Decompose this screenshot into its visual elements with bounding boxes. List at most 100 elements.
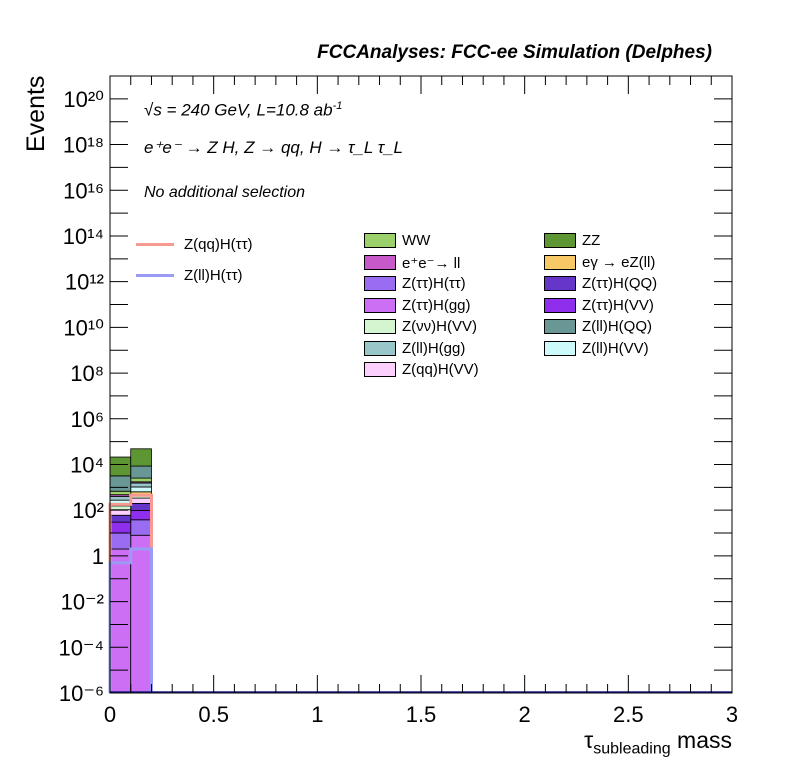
legend-label: Z(νν)H(VV) [402, 318, 477, 335]
y-tick-label: 10¹⁶ [63, 178, 104, 203]
y-tick-label: 10² [72, 498, 104, 523]
legend-background-entry: Z(ll)H(gg) [364, 340, 465, 357]
legend-label: Z(qq)H(VV) [402, 361, 479, 378]
signal-histograms [108, 493, 732, 693]
x-tick-label: 2 [519, 702, 531, 727]
legend-background-entry: Z(ττ)H(VV) [544, 297, 654, 314]
bar-10-1 [130, 477, 152, 483]
bar-7-1 [130, 486, 152, 493]
legend-label: eγ → eZ(ll) [582, 253, 656, 271]
x-axis-label-subscript: subleading [593, 740, 671, 758]
x-axis-label: τsubleading mass [584, 727, 732, 759]
bar-10-0 [109, 490, 132, 496]
legend-background-entry: Z(ττ)H(ττ) [364, 275, 466, 292]
x-axis-label-text: mass [670, 727, 732, 753]
energy-exponent: -1 [332, 100, 343, 112]
legend-background-entry: Z(ll)H(VV) [544, 340, 649, 357]
y-axis-label: Events [22, 75, 50, 152]
legend-swatch [364, 362, 396, 377]
x-tick-label: 1 [311, 702, 323, 727]
legend-swatch [544, 340, 576, 356]
bar-0-0 [109, 548, 132, 694]
bar-0-1 [130, 534, 152, 694]
legend-background-entry: Z(ll)H(QQ) [544, 318, 652, 335]
y-tick-label: 10⁸ [70, 361, 104, 386]
y-tick-label: 10¹⁸ [63, 133, 104, 158]
bar-5-0 [109, 505, 132, 511]
selection-annotation: No additional selection [144, 184, 305, 201]
legend-label: Z(ττ)H(VV) [582, 296, 654, 314]
x-axis-ticks: 0 0.5 1 1.5 2 2.5 3 [104, 76, 738, 727]
x-tick-label: 2.5 [613, 702, 644, 727]
energy-annotation: √s = 240 GeV, L=10.8 ab-1 [144, 100, 342, 121]
y-tick-label: 10⁻⁴ [58, 635, 104, 660]
bar-3-0 [109, 514, 132, 523]
bar-8-0 [109, 496, 132, 501]
bar-1-1 [130, 519, 152, 536]
legend-label: Z(qq)H(ττ) [184, 236, 253, 253]
legend-swatch [364, 319, 396, 334]
legend-background-entry: e⁺e⁻→ ll [364, 254, 460, 272]
legend-background-entry: Z(qq)H(VV) [364, 361, 479, 378]
y-tick-label: 10¹⁰ [63, 315, 104, 340]
legend-label: WW [402, 232, 431, 249]
legend-label: Z(ll)H(VV) [582, 339, 649, 357]
y-tick-label: 1 [92, 544, 104, 569]
legend-swatch [364, 297, 396, 313]
y-tick-label: 10⁻² [61, 590, 104, 615]
bar-11-1 [130, 465, 152, 479]
bar-12-1 [130, 448, 152, 467]
legend-swatch [544, 297, 576, 313]
bar-4-1 [130, 497, 152, 504]
y-axis-ticks: 10⁻⁶ 10⁻⁴ 10⁻² 1 10² 10⁴ 10⁶ 10⁸ 10¹⁰ 10¹² 10¹⁴ 10¹… [58, 75, 732, 706]
legend-background-entry: Z(ττ)H(QQ) [544, 275, 657, 292]
legend-label: Z(ll)H(gg) [402, 339, 466, 357]
bar-12-0 [109, 456, 132, 477]
y-tick-label: 10⁴ [70, 452, 104, 477]
bar-11-0 [109, 475, 132, 492]
stacked-bars [109, 448, 152, 694]
bar-2-0 [109, 521, 132, 534]
legend-background-entry: Z(νν)H(VV) [364, 318, 477, 335]
legend-swatch [544, 254, 576, 270]
legend-signal-entry: Z(qq)H(ττ) [136, 236, 253, 253]
x-tick-label: 1.5 [406, 702, 437, 727]
legend-swatch [544, 276, 576, 291]
legend-background-entry: Z(ττ)H(gg) [364, 297, 471, 314]
bar-1-0 [109, 532, 132, 550]
legend-swatch [364, 255, 396, 270]
x-axis-label-symbol: τ [584, 727, 594, 753]
y-tick-label: 10⁶ [70, 407, 104, 432]
legend-background-entry: WW [364, 232, 430, 249]
legend-label: e⁺e⁻→ ll [402, 254, 461, 272]
legend-signal-entry: Z(ll)H(ττ) [136, 267, 243, 284]
bar-3-1 [130, 503, 152, 511]
legend-swatch [544, 319, 576, 334]
legend-label: Z(ττ)H(ττ) [402, 275, 466, 292]
legend-line-swatch [136, 274, 174, 277]
legend-background-entry: ZZ [544, 232, 600, 249]
y-tick-label: 10²⁰ [63, 87, 104, 112]
bar-8-1 [130, 482, 152, 488]
legend-swatch [364, 340, 396, 356]
legend-background-entry: eγ → eZ(ll) [544, 254, 655, 271]
legend-label: Z(ττ)H(gg) [402, 296, 471, 314]
y-tick-label: 10¹⁴ [63, 224, 104, 249]
energy-text: √s = 240 GeV, L=10.8 ab [144, 100, 333, 120]
y-tick-label: 10⁻⁶ [59, 681, 104, 706]
plot-title: FCCAnalyses: FCC-ee Simulation (Delphes) [317, 42, 712, 63]
legend-swatch [544, 233, 576, 248]
plot-frame [109, 75, 733, 694]
legend-label: Z(ll)H(ττ) [184, 267, 243, 284]
legend-swatch [364, 233, 396, 248]
y-tick-label: 10¹² [65, 270, 104, 295]
legend-swatch [364, 276, 396, 291]
x-tick-label: 3 [726, 702, 738, 727]
x-tick-label: 0 [104, 702, 116, 727]
legend-label: ZZ [582, 232, 601, 249]
legend-label: Z(ll)H(QQ) [582, 318, 652, 335]
bar-2-1 [130, 509, 152, 521]
legend-line-swatch [136, 243, 174, 246]
process-annotation: e⁺e⁻ → Z H, Z → qq, H → τ_L τ_L [144, 138, 403, 157]
